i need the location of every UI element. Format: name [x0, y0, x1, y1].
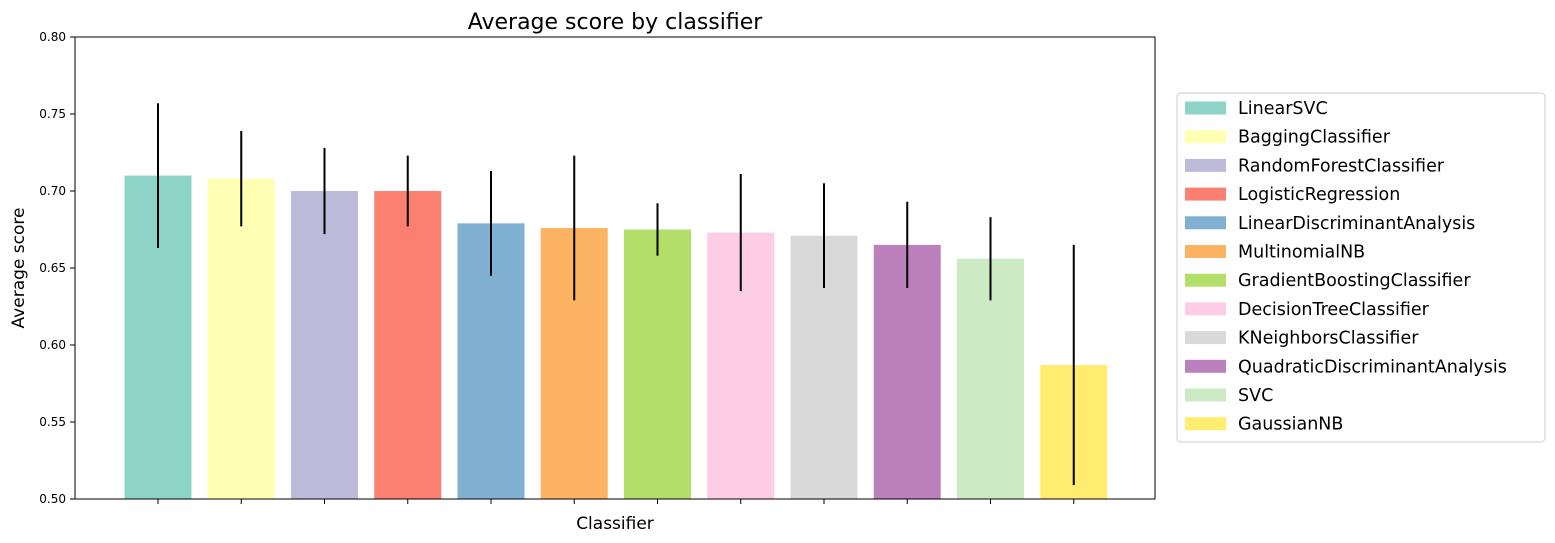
legend-label-svc: SVC	[1238, 386, 1273, 406]
legend-swatch-multinomialnb	[1185, 245, 1226, 258]
legend-label-baggingclassifier: BaggingClassifier	[1238, 128, 1391, 148]
legend-swatch-kneighborsclassifier	[1185, 331, 1226, 345]
plot-area: 0.50 0.55 0.60 0.65 0.70 0.75 0.80	[39, 30, 1156, 506]
bar-logisticregression	[374, 191, 442, 499]
y-tick-label: 0.80	[39, 30, 66, 44]
legend-label-kneighborsclassifier: KNeighborsClassifier	[1238, 329, 1419, 349]
legend-swatch-quadraticdiscriminantanalysis	[1185, 359, 1226, 373]
legend-swatch-lineardiscriminantanalysis	[1185, 216, 1226, 230]
legend-frame	[1176, 92, 1546, 443]
y-axis-label: Average score	[9, 208, 29, 329]
legend-label-decisiontreeclassifier: DecisionTreeClassifier	[1238, 300, 1430, 320]
y-tick-label: 0.70	[39, 184, 66, 198]
legend-swatch-randomforestclassifier	[1185, 158, 1226, 172]
legend-swatch-gradientboostingclassifier	[1185, 273, 1226, 287]
legend-label-quadraticdiscriminantanalysis: QuadraticDiscriminantAnalysis	[1238, 357, 1507, 377]
y-tick-label: 0.55	[39, 415, 66, 429]
legend-swatch-decisiontreeclassifier	[1185, 302, 1226, 316]
legend-swatch-gaussiannb	[1185, 417, 1226, 431]
legend-label-gaussiannb: GaussianNB	[1238, 415, 1343, 435]
legend-label-linearsvc: LinearSVC	[1238, 99, 1328, 119]
legend-label-lineardiscriminantanalysis: LinearDiscriminantAnalysis	[1238, 214, 1475, 234]
chart-title: Average score by classifier	[468, 10, 764, 35]
y-tick-label: 0.60	[39, 338, 66, 352]
legend-swatch-baggingclassifier	[1185, 130, 1226, 144]
y-tick-label: 0.50	[39, 492, 66, 506]
bar-randomforestclassifier	[291, 191, 358, 499]
legend: LinearSVC BaggingClassifier RandomForestCl…	[1176, 92, 1546, 443]
legend-label-randomforestclassifier: RandomForestClassifier	[1238, 156, 1445, 176]
legend-label-logisticregression: LogisticRegression	[1238, 185, 1400, 205]
legend-swatch-logisticregression	[1185, 187, 1226, 201]
legend-swatch-linearsvc	[1185, 101, 1226, 115]
legend-label-gradientboostingclassifier: GradientBoostingClassifier	[1238, 271, 1471, 291]
legend-swatch-svc	[1185, 388, 1226, 402]
bar-baggingclassifier	[207, 178, 275, 499]
y-tick-label: 0.65	[39, 261, 66, 275]
x-axis-label: Classifier	[576, 514, 654, 534]
y-tick-label: 0.75	[39, 107, 66, 121]
bar-gradientboostingclassifier	[624, 229, 691, 499]
legend-label-multinomialnb: MultinomialNB	[1238, 243, 1365, 263]
